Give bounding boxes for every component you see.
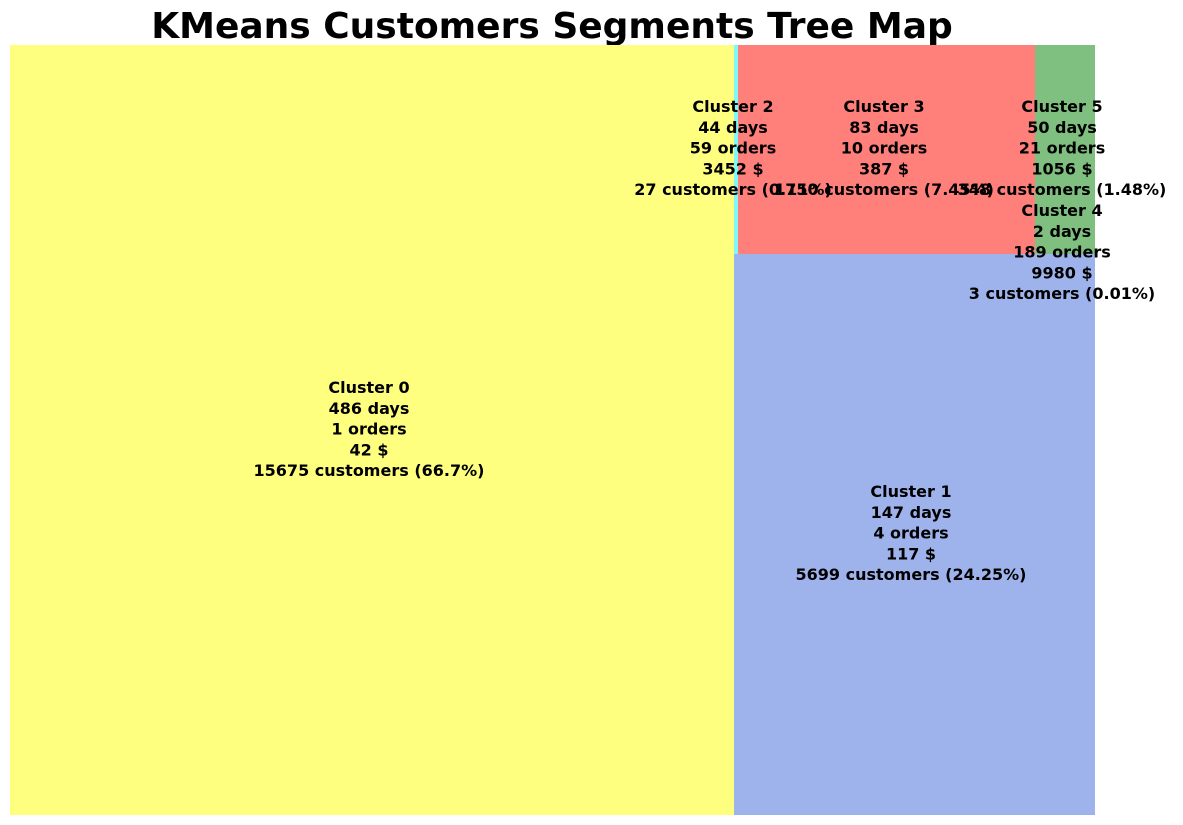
treemap-label-cluster-0: Cluster 0 486 days 1 orders 42 $ 15675 custo… (254, 378, 485, 480)
treemap-label-cluster-5: Cluster 5 50 days 21 orders 1056 $ 348 custo… (958, 97, 1167, 199)
treemap-label-line: Cluster 2 (692, 97, 773, 116)
treemap-label-line: Cluster 3 (843, 97, 924, 116)
treemap-label-line: 189 orders (1013, 243, 1111, 262)
treemap-label-line: Cluster 0 (328, 378, 409, 397)
treemap-tile-cluster-2 (734, 45, 738, 254)
treemap-label-line: 5699 customers (24.25%) (796, 565, 1027, 584)
treemap-label-line: 348 customers (1.48%) (958, 180, 1167, 199)
treemap-tile-cluster-5 (1035, 45, 1095, 254)
treemap-label-cluster-2: Cluster 2 44 days 59 orders 3452 $ 27 custom… (634, 97, 832, 199)
treemap-label-cluster-3: Cluster 3 83 days 10 orders 387 $ 1750 custo… (774, 97, 994, 199)
treemap-label-line: 1750 customers (7.45%) (774, 180, 994, 199)
treemap-label-line: 486 days (329, 399, 410, 418)
treemap-tile-cluster-3 (738, 45, 1035, 254)
treemap-label-line: 42 $ (350, 440, 389, 459)
treemap-label-line: 9980 $ (1031, 263, 1092, 282)
treemap-tile-cluster-1 (734, 254, 1095, 815)
treemap-label-line: 117 $ (886, 544, 936, 563)
treemap-label-line: 27 customers (0.11%) (634, 180, 832, 199)
treemap-label-line: Cluster 5 (1021, 97, 1102, 116)
treemap-labels: Cluster 0 486 days 1 orders 42 $ 15675 custo… (254, 97, 1167, 584)
treemap-label-line: Cluster 1 (870, 482, 951, 501)
treemap-label-line: 50 days (1027, 118, 1097, 137)
treemap-label-line: 147 days (871, 503, 952, 522)
treemap-label-line: 1 orders (331, 420, 406, 439)
treemap-label-cluster-1: Cluster 1 147 days 4 orders 117 $ 5699 custo… (796, 482, 1027, 584)
treemap-tile-cluster-0 (10, 45, 734, 815)
treemap-label-line: 15675 customers (66.7%) (254, 461, 485, 480)
treemap-rects (10, 45, 1095, 815)
treemap-label-line: 21 orders (1019, 139, 1105, 158)
treemap-label-line: 3 customers (0.01%) (969, 284, 1155, 303)
treemap-label-line: 387 $ (859, 159, 909, 178)
chart-title: KMeans Customers Segments Tree Map (151, 6, 953, 47)
treemap-label-cluster-4: Cluster 4 2 days 189 orders 9980 $ 3 custome… (969, 201, 1155, 303)
treemap-label-line: 2 days (1033, 222, 1091, 241)
treemap-label-line: 4 orders (873, 524, 948, 543)
treemap-label-line: 1056 $ (1031, 159, 1092, 178)
treemap-label-line: 83 days (849, 118, 919, 137)
treemap-label-line: 3452 $ (702, 159, 763, 178)
treemap-label-line: Cluster 4 (1021, 201, 1102, 220)
treemap-label-line: 44 days (698, 118, 768, 137)
treemap-label-line: 59 orders (690, 139, 776, 158)
treemap-label-line: 10 orders (841, 139, 927, 158)
